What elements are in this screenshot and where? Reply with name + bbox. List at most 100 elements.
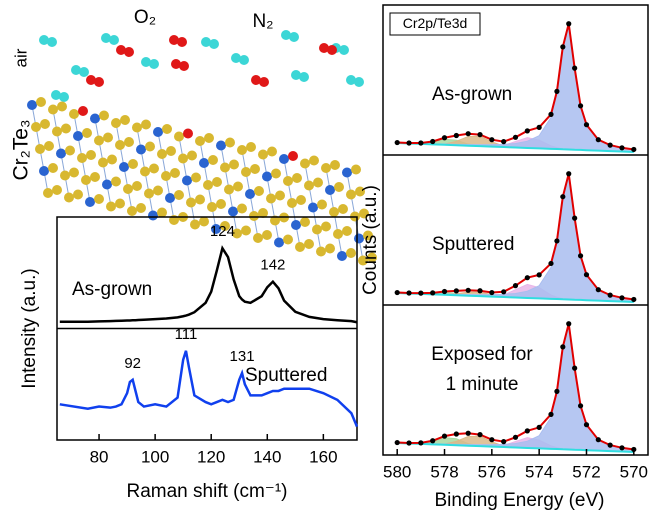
- data-point: [441, 433, 448, 439]
- data-point: [418, 440, 424, 446]
- atom: [229, 159, 239, 170]
- atom: [254, 186, 264, 196]
- gas-label: O₂: [134, 7, 156, 28]
- data-point: [607, 292, 613, 298]
- atom: [212, 177, 222, 187]
- atom: [253, 233, 263, 243]
- data-point: [631, 296, 637, 303]
- atom: [283, 234, 293, 245]
- atom: [354, 77, 364, 87]
- atom: [309, 155, 319, 166]
- atom: [128, 159, 138, 169]
- atom: [36, 97, 46, 107]
- atom: [201, 37, 211, 47]
- atom: [333, 229, 343, 239]
- atom: [81, 175, 91, 185]
- atom: [271, 168, 281, 179]
- atom: [157, 149, 167, 159]
- atom: [115, 198, 125, 209]
- y-axis-label: Intensity (a.u.): [19, 268, 40, 388]
- data-point: [430, 290, 436, 296]
- data-point: [554, 388, 560, 394]
- atom: [300, 217, 310, 227]
- data-point: [566, 21, 572, 27]
- atom: [86, 150, 96, 160]
- atom: [199, 216, 209, 227]
- atom: [203, 180, 213, 190]
- atom: [124, 137, 134, 147]
- atom: [103, 132, 113, 143]
- series-label: As-grown: [72, 279, 152, 300]
- atom: [204, 133, 214, 143]
- atom: [60, 170, 70, 181]
- atom: [346, 75, 356, 85]
- atom: [48, 163, 58, 173]
- atom: [140, 166, 150, 177]
- atom: [267, 146, 277, 157]
- atom: [111, 118, 121, 128]
- atom: [346, 248, 356, 258]
- data-point: [572, 65, 578, 71]
- atom: [77, 153, 87, 163]
- x-tick-label: 160: [309, 447, 337, 466]
- atom: [35, 144, 45, 154]
- data-point: [619, 145, 625, 151]
- atom: [358, 255, 368, 266]
- data-point: [477, 288, 483, 294]
- atom: [342, 167, 352, 178]
- data-point: [577, 403, 584, 409]
- atom: [109, 35, 119, 45]
- atom: [246, 142, 256, 152]
- peak-label: 92: [124, 355, 141, 372]
- spectrum-line: [59, 350, 359, 428]
- atom: [40, 119, 50, 129]
- data-point: [477, 432, 483, 438]
- atom: [288, 151, 298, 161]
- atom: [116, 45, 126, 55]
- atom: [337, 251, 347, 261]
- atom: [99, 110, 109, 121]
- atom: [178, 153, 188, 164]
- atom: [304, 180, 314, 191]
- atom: [39, 35, 49, 45]
- atom: [59, 92, 69, 102]
- data-point: [524, 128, 530, 134]
- data-point: [631, 146, 637, 153]
- atom: [73, 131, 83, 141]
- panel-label: 1 minute: [446, 374, 519, 395]
- atom: [52, 185, 62, 195]
- atom: [355, 186, 365, 197]
- atom: [123, 184, 133, 194]
- atom: [195, 194, 205, 205]
- atom: [73, 189, 83, 200]
- panel-label: Exposed for: [431, 344, 533, 365]
- atom: [300, 158, 310, 169]
- data-point: [453, 288, 459, 294]
- atom: [241, 225, 251, 236]
- data-point: [489, 437, 495, 443]
- data-point: [441, 288, 448, 295]
- atom: [141, 119, 151, 130]
- data-point: [548, 260, 554, 267]
- atom: [296, 195, 306, 205]
- atom: [313, 177, 323, 188]
- atom: [171, 59, 181, 69]
- data-point: [512, 134, 519, 140]
- x-tick-label: 580: [383, 462, 411, 481]
- data-point: [572, 215, 578, 221]
- atom: [43, 188, 53, 198]
- x-tick-label: 574: [525, 462, 553, 481]
- peak-label: 142: [260, 257, 285, 274]
- data-point: [406, 290, 412, 296]
- atom: [224, 184, 234, 195]
- atom: [149, 163, 159, 174]
- data-point: [418, 290, 424, 296]
- atom: [241, 167, 251, 177]
- atom: [292, 173, 302, 183]
- data-point: [595, 437, 601, 443]
- data-point: [577, 103, 584, 109]
- atom: [86, 75, 96, 85]
- data-point: [512, 283, 519, 289]
- atom: [85, 197, 95, 207]
